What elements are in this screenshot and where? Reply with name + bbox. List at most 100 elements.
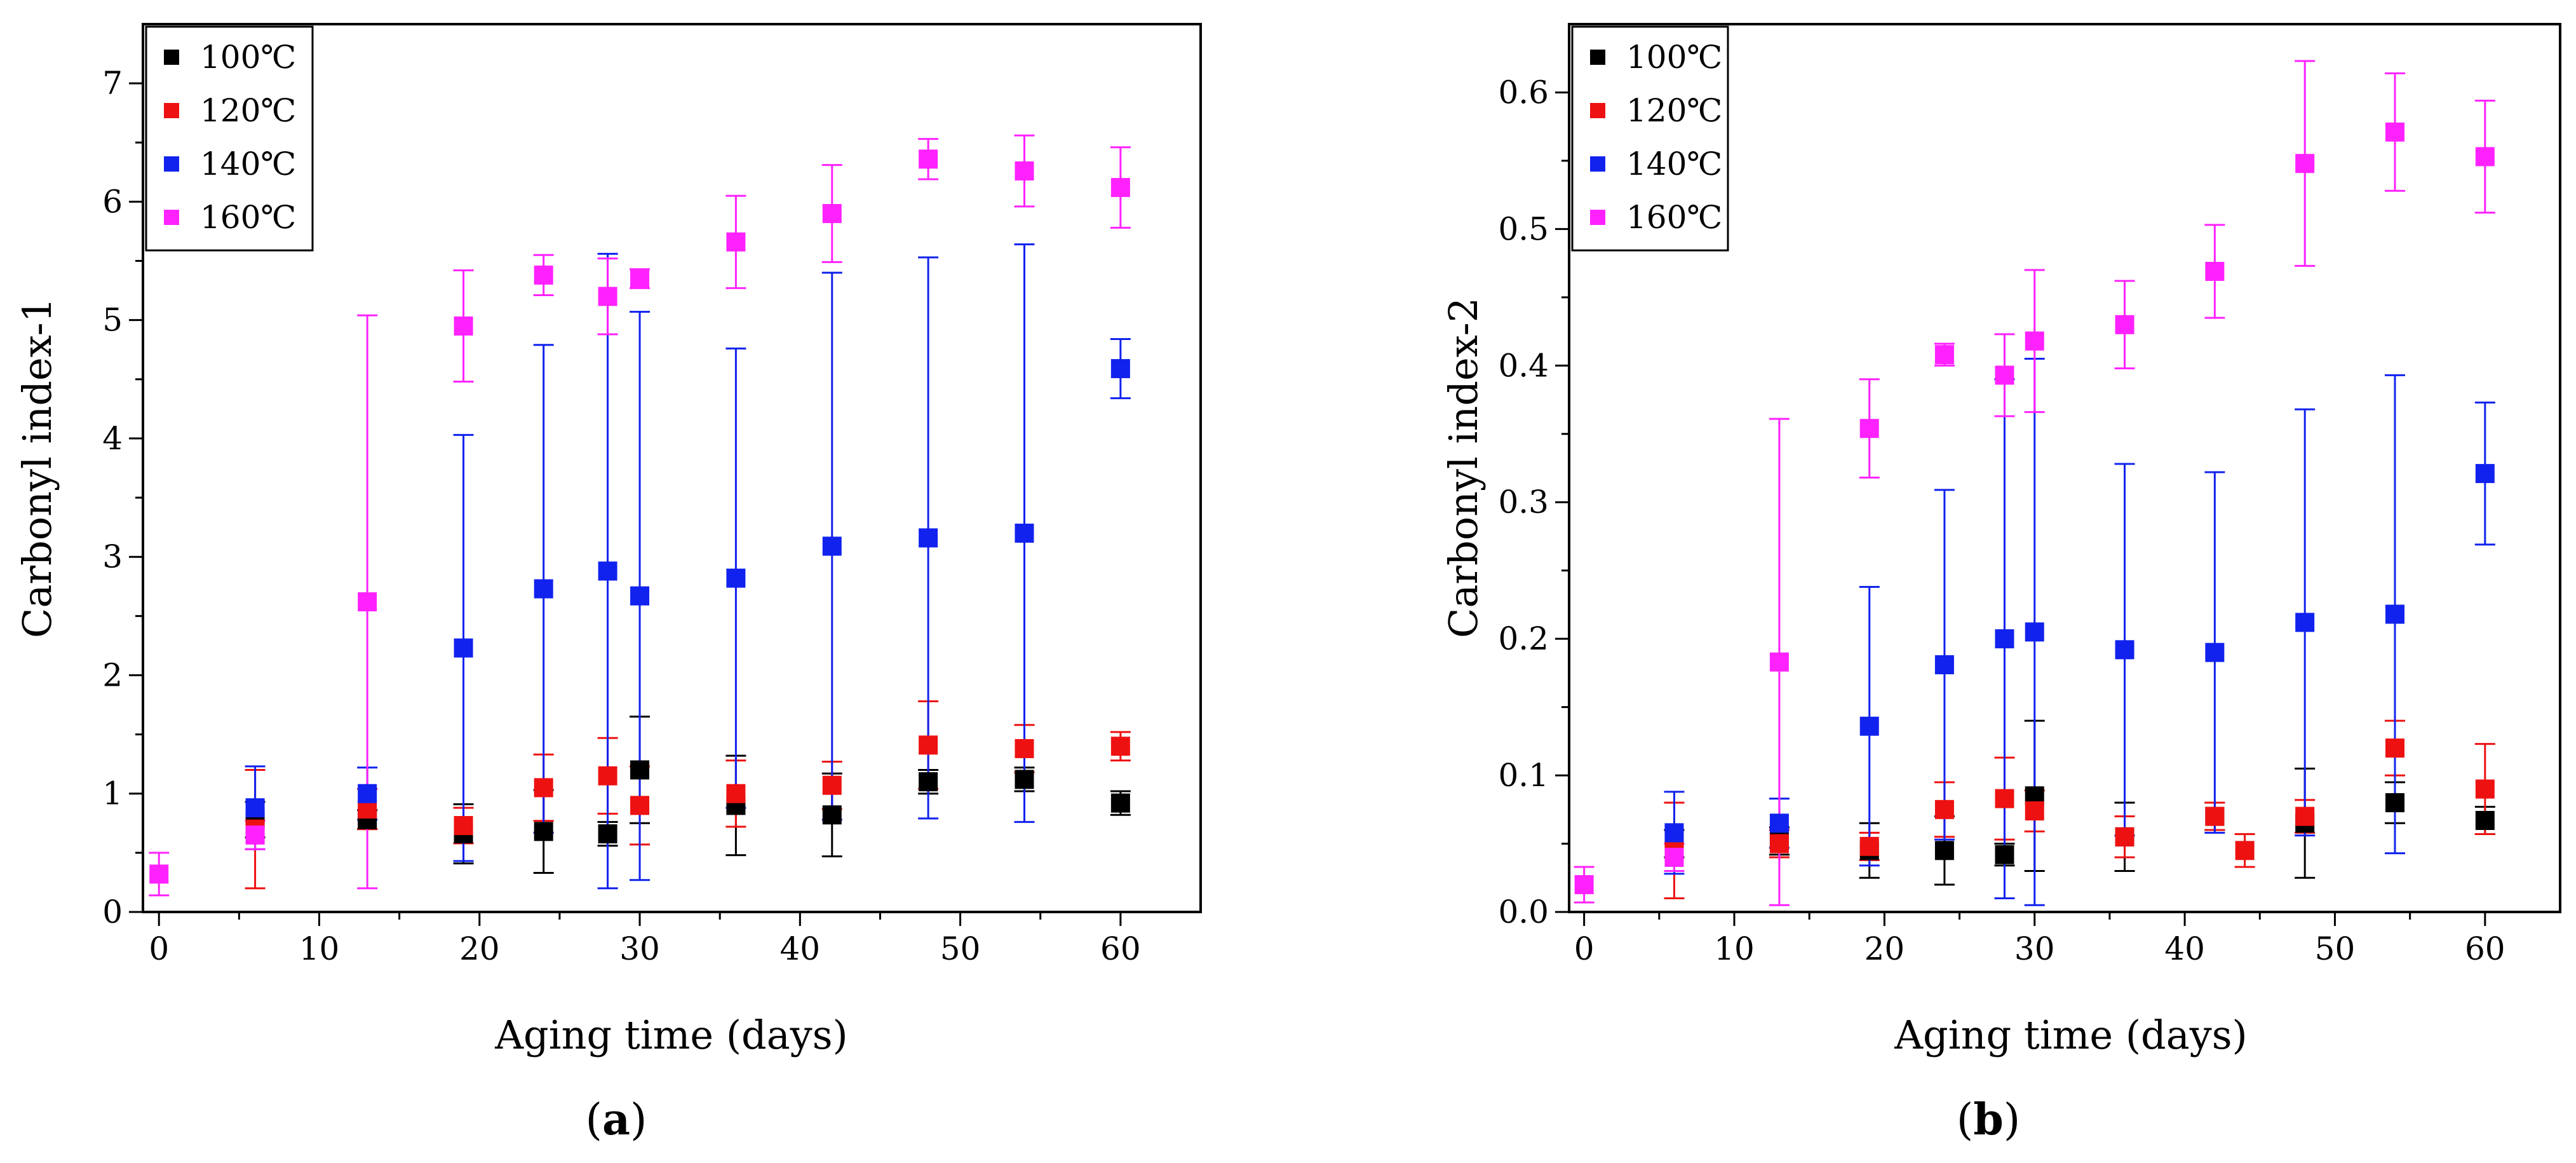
panel-a-y-axis-title: Carbonyl index-1 xyxy=(14,297,60,638)
data-point xyxy=(1995,365,2014,385)
panel-b-x-axis-title: Aging time (days) xyxy=(1894,1012,2247,1058)
data-point xyxy=(2385,793,2404,813)
data-point xyxy=(919,735,938,755)
panel-b-x-tick-label: 20 xyxy=(1865,930,1905,967)
data-point xyxy=(2475,147,2495,167)
legend-marker xyxy=(164,156,179,172)
panel-b-ticks: 0 10 20 30 40 50 60 0.0 0.1 0.2 0.3 0.4 0.5 0.6 xyxy=(1498,74,2505,967)
data-point xyxy=(2205,643,2225,662)
legend-marker xyxy=(1590,210,1605,225)
panel-a-x-tick-label: 0 xyxy=(149,930,169,967)
data-point xyxy=(2205,806,2225,826)
panel-a-y-tick-label: 2 xyxy=(102,656,123,693)
panel-b-y-tick-label: 0.3 xyxy=(1498,484,1549,520)
data-point xyxy=(822,536,842,556)
data-point xyxy=(630,586,650,606)
data-point xyxy=(534,579,553,599)
panel-b-legend: 100℃ 120℃ 140℃ 160℃ xyxy=(1571,25,1729,252)
panel-a-plot-frame xyxy=(142,23,1202,913)
data-point xyxy=(1859,419,1879,439)
legend-marker xyxy=(164,50,179,65)
panel-b-y-tick-label: 0.2 xyxy=(1498,620,1549,657)
legend-label: 120℃ xyxy=(200,92,296,129)
legend-marker xyxy=(1590,103,1605,118)
data-point xyxy=(2235,841,2255,860)
legend-marker xyxy=(1590,156,1605,172)
panel-b-y-tick-label: 0.6 xyxy=(1498,74,1549,111)
panel-b-y-axis-title: Carbonyl index-2 xyxy=(1440,297,1487,638)
panel-b-x-tick-label: 50 xyxy=(2315,930,2356,967)
data-point xyxy=(726,568,746,588)
data-point xyxy=(1995,845,2014,864)
data-point xyxy=(2475,464,2495,484)
panel-a-data-points xyxy=(149,149,1130,884)
panel-b-x-tick-label: 10 xyxy=(1714,930,1755,967)
data-point xyxy=(2295,613,2315,632)
panel-a-x-tick-label: 60 xyxy=(1100,930,1141,967)
data-point xyxy=(358,784,377,803)
panel-b-chart: 0 10 20 30 40 50 600.00.10.20.30.40.50.6 100℃1… xyxy=(1440,23,2561,1145)
data-point xyxy=(1934,345,1954,365)
panel-a-y-tick-label: 1 xyxy=(102,775,123,812)
panel-b-y-tick-label: 0.5 xyxy=(1498,210,1549,247)
data-point xyxy=(1859,836,1879,856)
data-point xyxy=(245,798,265,818)
data-point xyxy=(2385,738,2404,758)
panel-a-y-tick-label: 0 xyxy=(102,894,123,930)
data-point xyxy=(822,805,842,825)
data-point xyxy=(1995,789,2014,808)
legend-label: 120℃ xyxy=(1626,92,1722,129)
data-point xyxy=(822,775,842,795)
legend-label: 140℃ xyxy=(200,146,296,182)
panel-a-chart: 0 10 20 30 40 50 60 0 1 2 3 4 5 6 7 100℃ 120℃ 140℃ 160℃ C… xyxy=(14,23,1202,1145)
data-point xyxy=(2025,622,2044,642)
data-point xyxy=(2025,331,2044,351)
panel-a-legend: 100℃ 120℃ 140℃ 160℃ xyxy=(145,25,314,252)
data-point xyxy=(2295,806,2315,826)
panel-b-label: (b) xyxy=(1957,1094,2021,1145)
panel-b-data-points xyxy=(1574,122,2495,895)
panel-b-y-tick-label: 0.0 xyxy=(1498,894,1549,930)
data-point xyxy=(2385,604,2404,624)
panel-a-y-tick-label: 4 xyxy=(102,420,123,457)
data-point xyxy=(534,822,553,841)
panel-b-x-tick-label: 0 xyxy=(1574,930,1595,967)
data-point xyxy=(598,561,617,581)
data-point xyxy=(1015,770,1034,789)
legend-label: 100℃ xyxy=(200,39,296,76)
data-point xyxy=(1664,848,1684,867)
panel-a-label-letter: a xyxy=(602,1094,630,1145)
data-point xyxy=(630,796,650,815)
data-point xyxy=(1664,823,1684,843)
data-point xyxy=(1015,523,1034,543)
data-point xyxy=(2295,154,2315,173)
panel-a-x-axis-title: Aging time (days) xyxy=(494,1012,847,1058)
data-point xyxy=(454,816,473,836)
data-point xyxy=(1574,875,1594,895)
legend-marker xyxy=(164,103,179,118)
panel-a-label: (a) xyxy=(585,1094,647,1145)
data-point xyxy=(1110,359,1130,379)
data-point xyxy=(2115,640,2134,660)
data-point xyxy=(1015,738,1034,758)
data-point xyxy=(726,784,746,803)
panel-a-y-tick-label: 3 xyxy=(102,538,123,575)
data-point xyxy=(2475,779,2495,799)
data-point xyxy=(2115,827,2134,847)
data-point xyxy=(2025,801,2044,820)
data-point xyxy=(919,149,938,169)
data-point xyxy=(454,638,473,658)
panel-a-x-tick-label: 40 xyxy=(780,930,821,967)
data-point xyxy=(149,864,169,884)
panel-a-y-tick-label: 5 xyxy=(102,302,123,339)
data-point xyxy=(1110,793,1130,813)
data-point xyxy=(454,316,473,336)
data-point xyxy=(822,204,842,224)
data-point xyxy=(1110,737,1130,756)
data-point xyxy=(1934,841,1954,860)
data-point xyxy=(630,760,650,780)
panel-a-x-tick-label: 30 xyxy=(619,930,660,967)
data-point xyxy=(598,287,617,306)
panel-a-x-tick-label: 10 xyxy=(299,930,340,967)
